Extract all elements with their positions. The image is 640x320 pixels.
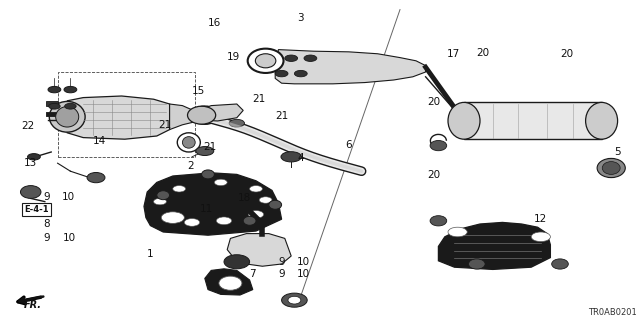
Bar [464,102,602,139]
Ellipse shape [49,103,60,109]
Text: 17: 17 [447,49,460,60]
Text: 19: 19 [227,52,240,62]
Ellipse shape [184,219,200,226]
Text: 4: 4 [298,153,304,164]
Text: 21: 21 [253,93,266,104]
Ellipse shape [288,296,301,304]
Ellipse shape [304,55,317,61]
Ellipse shape [177,133,200,152]
Ellipse shape [597,158,625,178]
Text: 10: 10 [62,192,75,202]
Text: FR.: FR. [24,300,42,310]
Ellipse shape [586,102,618,139]
Ellipse shape [531,232,550,242]
Bar [58,72,195,157]
Text: 21: 21 [204,141,216,152]
Text: 16: 16 [208,18,221,28]
Ellipse shape [49,101,85,132]
Ellipse shape [154,198,166,205]
Text: 10: 10 [297,257,310,268]
Ellipse shape [243,216,256,225]
Ellipse shape [602,162,620,174]
Text: 8: 8 [43,219,49,229]
Text: 20: 20 [560,49,573,59]
Text: 11: 11 [200,204,212,214]
Ellipse shape [202,170,214,179]
Ellipse shape [259,197,272,203]
Text: 5: 5 [614,147,621,157]
Ellipse shape [281,152,301,162]
Polygon shape [275,50,426,84]
Text: 22: 22 [21,121,34,132]
Ellipse shape [188,106,216,124]
Ellipse shape [229,119,244,127]
Ellipse shape [275,70,288,77]
Text: 21: 21 [159,120,172,131]
Text: 21: 21 [275,111,288,121]
Polygon shape [198,104,243,121]
Ellipse shape [157,191,170,200]
Text: 9: 9 [278,257,285,268]
Ellipse shape [248,211,264,218]
Ellipse shape [269,200,282,209]
Ellipse shape [552,259,568,269]
Ellipse shape [20,186,41,198]
Text: 2: 2 [188,161,194,172]
Text: 7: 7 [250,268,256,279]
Ellipse shape [219,276,242,290]
Ellipse shape [182,137,195,148]
Text: 20: 20 [428,97,440,107]
Text: 13: 13 [24,157,36,168]
Text: 6: 6 [346,140,352,150]
Text: E-4-1: E-4-1 [24,205,49,214]
Ellipse shape [65,103,76,109]
Ellipse shape [255,54,276,68]
Ellipse shape [48,86,61,93]
Ellipse shape [248,49,284,73]
Text: 20: 20 [428,170,440,180]
Ellipse shape [87,172,105,183]
Ellipse shape [161,212,184,223]
Ellipse shape [224,255,250,269]
Polygon shape [144,173,282,235]
Ellipse shape [250,186,262,192]
Polygon shape [170,104,198,130]
Text: 9: 9 [278,268,285,279]
Ellipse shape [191,106,219,124]
Ellipse shape [294,70,307,77]
Ellipse shape [214,179,227,186]
Ellipse shape [430,216,447,226]
Ellipse shape [448,227,467,237]
Text: 9: 9 [44,192,50,202]
Ellipse shape [64,86,77,93]
Text: 10: 10 [63,233,76,244]
Text: 10: 10 [297,268,310,279]
Ellipse shape [468,259,485,269]
Text: 14: 14 [93,136,106,147]
Text: 15: 15 [192,86,205,96]
Text: 9: 9 [44,233,50,244]
Ellipse shape [430,140,447,151]
Ellipse shape [285,55,298,61]
Text: 12: 12 [534,214,547,224]
Ellipse shape [56,107,79,127]
Ellipse shape [282,293,307,307]
Text: 3: 3 [298,12,304,23]
Text: 20: 20 [477,48,490,59]
Bar [46,101,58,106]
Ellipse shape [196,147,214,156]
Text: TR0AB0201: TR0AB0201 [588,308,637,317]
Polygon shape [227,234,291,266]
Ellipse shape [28,154,40,160]
Ellipse shape [216,217,232,225]
Ellipse shape [173,186,186,192]
Text: 18: 18 [238,193,251,203]
Polygon shape [438,222,550,269]
Polygon shape [205,269,253,295]
Polygon shape [67,96,170,139]
Text: 1: 1 [147,249,154,260]
Ellipse shape [448,102,480,139]
